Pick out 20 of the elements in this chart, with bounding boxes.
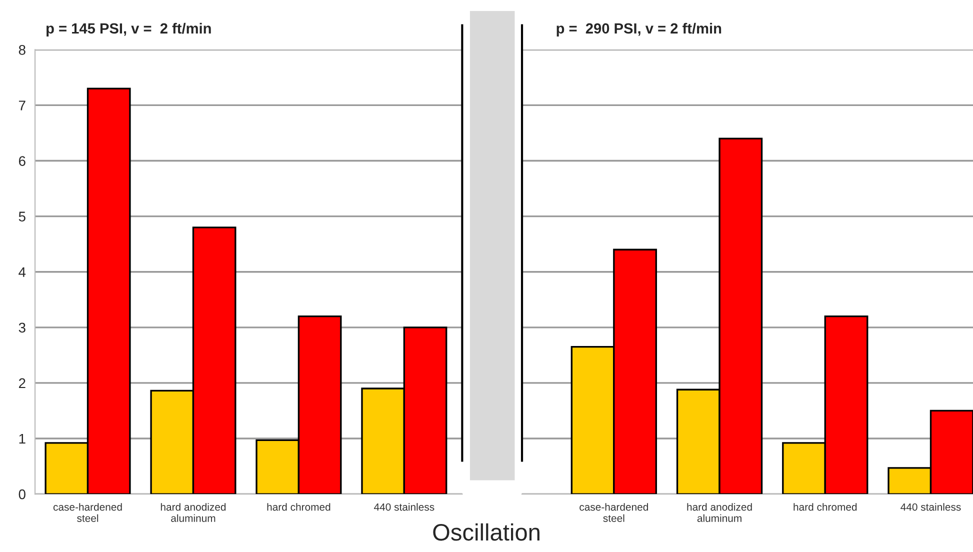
x-tick-label: hard chromed <box>794 503 857 511</box>
x-tick-label: hard anodized aluminum <box>687 503 752 522</box>
x-tick-label: case-hardened steel <box>580 503 648 522</box>
y-tick-label: 8 <box>18 45 26 55</box>
text: Oscillation <box>433 523 540 541</box>
chart-title: p = 290 PSI, v = 2 ft/min <box>556 22 722 36</box>
y-tick-label: 4 <box>18 267 26 277</box>
x-tick-label: 440 stainless <box>900 503 961 511</box>
x-tick-label: 440 stainless <box>374 503 434 511</box>
y-tick-label: 3 <box>18 322 26 333</box>
y-tick-label: 7 <box>18 100 26 110</box>
y-tick-label: 1 <box>19 434 26 444</box>
x-tick-label: case-hardened steel <box>53 503 122 522</box>
y-tick-label: 6 <box>18 156 26 166</box>
y-tick-label: 0 <box>18 489 26 500</box>
y-tick-label: 2 <box>18 378 26 388</box>
y-tick-label: 5 <box>18 212 26 222</box>
x-tick-label: hard anodized aluminum <box>160 503 226 522</box>
x-tick-label: hard chromed <box>267 503 330 511</box>
chart-title: p = 145 PSI, v = 2 ft/min <box>46 22 211 36</box>
